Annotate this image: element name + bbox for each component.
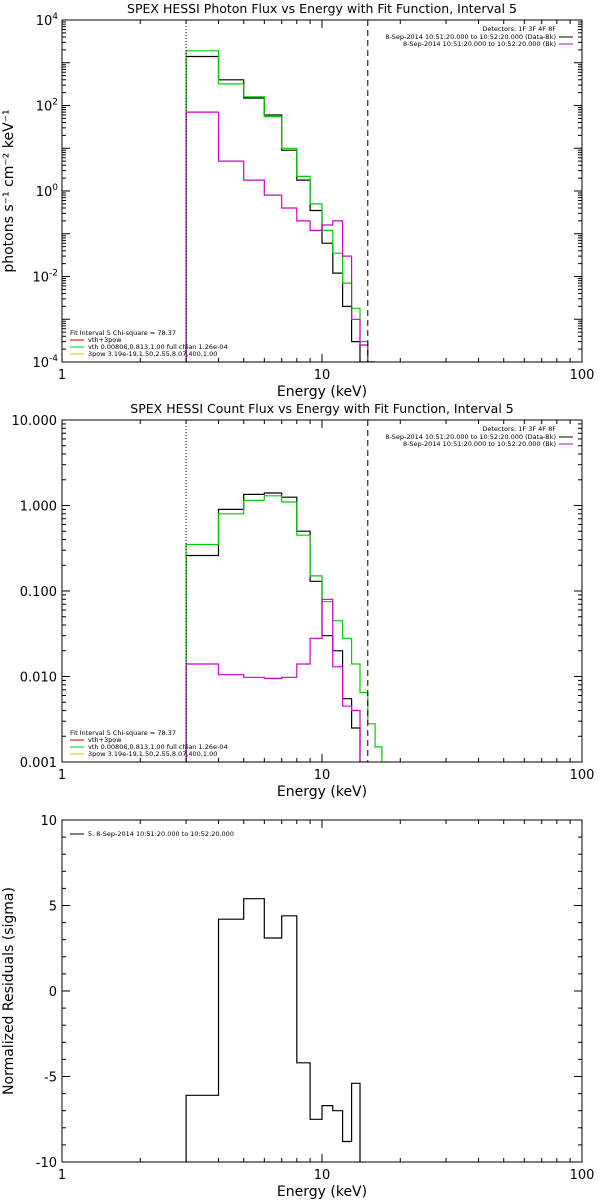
series-line-1 bbox=[185, 898, 361, 1162]
y-tick-label: 1.000 bbox=[20, 500, 57, 515]
y-tick-label: 0.001 bbox=[20, 756, 57, 771]
series-line-1 bbox=[185, 55, 376, 362]
series-line-2 bbox=[185, 495, 389, 762]
x-axis-label: Energy (keV) bbox=[277, 384, 367, 400]
legend-entry: 8-Sep-2014 10:51:20.000 to 10:52:20.000 … bbox=[385, 433, 556, 441]
chart-title: SPEX HESSI Count Flux vs Energy with Fit… bbox=[130, 401, 513, 416]
legend-top-right: Detectors: 1F 3F 4F 8F8-Sep-2014 10:51:2… bbox=[385, 25, 573, 48]
x-tick-label: 100 bbox=[570, 368, 595, 383]
legend-header: Fit Interval 5 Chi-square = 78.37 bbox=[70, 729, 176, 737]
y-tick-label: 10.000 bbox=[12, 414, 58, 429]
x-tick-label: 100 bbox=[570, 768, 595, 783]
y-tick-label: -10 bbox=[36, 1156, 57, 1171]
x-axis-label: Energy (keV) bbox=[277, 1184, 367, 1200]
y-tick-label: 104 bbox=[36, 12, 59, 29]
x-axis-label: Energy (keV) bbox=[277, 784, 367, 800]
x-tick-label: 1 bbox=[58, 1168, 66, 1183]
legend-entry: 3pow 3.19e-19,1.50,2.55,8.07,400,1.00 bbox=[88, 350, 217, 358]
series-line-3 bbox=[185, 111, 376, 362]
legend-top-right: Detectors: 1F 3F 4F 8F8-Sep-2014 10:51:2… bbox=[385, 425, 573, 448]
y-tick-label: -5 bbox=[44, 1071, 57, 1086]
y-axis-label: photons s⁻¹ cm⁻² keV⁻¹ bbox=[1, 109, 17, 272]
y-tick-label: 102 bbox=[36, 98, 58, 115]
chart-panel-2: 1 10 100 0.001 0.010 0.100 1.000 10.000 SPEX HES… bbox=[12, 401, 595, 800]
x-tick-label: 100 bbox=[570, 1168, 595, 1183]
x-tick-label: 10 bbox=[314, 768, 331, 783]
legend-entry: 8-Sep-2014 10:51:20.000 to 10:52:20.000 … bbox=[403, 440, 556, 448]
series-line-2 bbox=[185, 50, 376, 362]
legend-header: Detectors: 1F 3F 4F 8F bbox=[482, 425, 556, 433]
legend-entry: vth+3pow bbox=[88, 336, 122, 344]
legend-entry: 3pow 3.19e-19,1.50,2.55,8.07,400,1.00 bbox=[88, 750, 217, 758]
x-tick-label: 10 bbox=[314, 1168, 331, 1183]
legend-header: Fit Interval 5 Chi-square = 78.37 bbox=[70, 329, 176, 337]
plot-frame bbox=[61, 19, 583, 363]
series-line-1 bbox=[185, 492, 361, 762]
legend-entry: 8-Sep-2014 10:51:20.000 to 10:52:20.000 … bbox=[385, 33, 556, 41]
y-tick-label: 5 bbox=[49, 900, 57, 915]
x-tick-label: 10 bbox=[314, 368, 331, 383]
series-line-3 bbox=[185, 598, 368, 762]
chart-panel-1: 1 10 100 10-4 10-2 100 102 104 SPEX HESSI Photon… bbox=[1, 1, 594, 400]
y-axis-label: Normalized Residuals (sigma) bbox=[1, 887, 17, 1095]
y-tick-label: 0.100 bbox=[20, 585, 57, 600]
x-tick-label: 1 bbox=[58, 368, 66, 383]
legend-bottom-left: Fit Interval 5 Chi-square = 78.37vth+3po… bbox=[70, 729, 228, 758]
y-tick-label: 0 bbox=[49, 985, 57, 1000]
legend-entry: vth 0.00806,0.813,1.00 full chian 1.26e-… bbox=[88, 743, 228, 751]
legend-entry: 8-Sep-2014 10:51:20.000 to 10:52:20.000 … bbox=[403, 40, 556, 48]
legend-entry: vth 0.00806,0.813,1.00 full chian 1.26e-… bbox=[88, 343, 228, 351]
y-tick-label: 10 bbox=[40, 814, 57, 829]
y-tick-label: 0.010 bbox=[20, 671, 57, 686]
chart-title: SPEX HESSI Photon Flux vs Energy with Fi… bbox=[127, 1, 517, 16]
legend-header: Detectors: 1F 3F 4F 8F bbox=[482, 25, 556, 33]
legend-entry: 5. 8-Sep-2014 10:51:20.000 to 10:52:20.0… bbox=[88, 830, 234, 838]
y-tick-label: 10-2 bbox=[32, 269, 58, 286]
legend-bottom-left: Fit Interval 5 Chi-square = 78.37vth+3po… bbox=[70, 329, 228, 358]
legend-entry: vth+3pow bbox=[88, 736, 122, 744]
y-tick-label: 10-4 bbox=[32, 354, 58, 371]
x-tick-label: 1 bbox=[58, 768, 66, 783]
y-tick-label: 100 bbox=[36, 183, 59, 200]
legend-top-left: 5. 8-Sep-2014 10:51:20.000 to 10:52:20.0… bbox=[70, 830, 234, 838]
